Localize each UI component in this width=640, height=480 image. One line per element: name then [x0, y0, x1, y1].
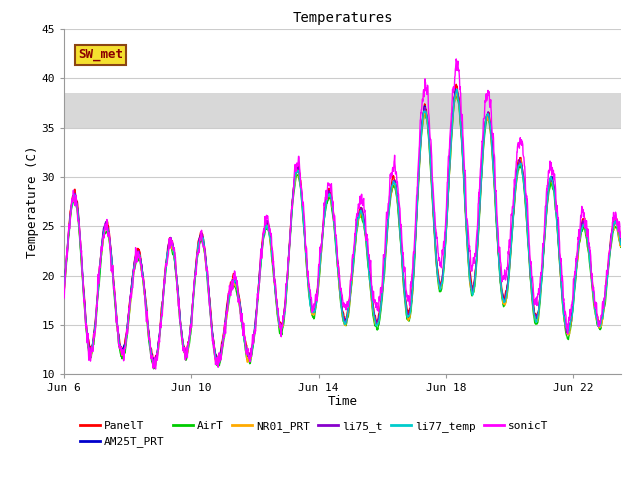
PanelT: [60, 278, 68, 284]
Title: Temperatures: Temperatures: [292, 11, 393, 25]
Text: SW_met: SW_met: [78, 48, 123, 61]
li75_t: [617, 240, 625, 245]
sonicT: [331, 220, 339, 226]
sonicT: [152, 366, 159, 372]
AM25T_PRT: [150, 360, 158, 366]
NR01_PRT: [60, 289, 68, 295]
Line: AM25T_PRT: AM25T_PRT: [64, 89, 621, 363]
AirT: [150, 366, 157, 372]
li75_t: [151, 361, 159, 367]
PanelT: [316, 252, 324, 258]
AM25T_PRT: [88, 342, 96, 348]
li75_t: [453, 86, 461, 92]
PanelT: [617, 239, 625, 244]
Bar: [64, 93, 621, 128]
AM25T_PRT: [499, 293, 507, 299]
AirT: [601, 302, 609, 308]
NR01_PRT: [499, 300, 507, 306]
NR01_PRT: [150, 363, 158, 369]
li77_temp: [60, 284, 68, 290]
NR01_PRT: [601, 298, 609, 303]
li75_t: [60, 284, 68, 289]
AirT: [452, 93, 460, 98]
Y-axis label: Temperature (C): Temperature (C): [26, 145, 38, 258]
li75_t: [88, 342, 96, 348]
AirT: [316, 263, 324, 269]
AM25T_PRT: [60, 283, 68, 289]
sonicT: [88, 348, 96, 354]
X-axis label: Time: Time: [328, 395, 357, 408]
li77_temp: [150, 360, 158, 366]
Line: li75_t: li75_t: [64, 89, 621, 364]
li75_t: [499, 295, 507, 300]
li75_t: [316, 256, 324, 262]
AirT: [602, 301, 609, 307]
NR01_PRT: [602, 294, 609, 300]
li77_temp: [88, 343, 96, 348]
NR01_PRT: [316, 262, 324, 268]
NR01_PRT: [331, 231, 339, 237]
AirT: [60, 289, 68, 295]
li77_temp: [602, 293, 609, 299]
PanelT: [88, 342, 96, 348]
NR01_PRT: [88, 347, 96, 353]
Line: NR01_PRT: NR01_PRT: [64, 92, 621, 366]
li77_temp: [601, 296, 609, 301]
PanelT: [499, 292, 507, 298]
AM25T_PRT: [316, 259, 324, 265]
li77_temp: [499, 297, 507, 302]
sonicT: [617, 230, 625, 236]
AirT: [499, 302, 507, 308]
sonicT: [452, 56, 460, 62]
li75_t: [602, 291, 609, 297]
Line: li77_temp: li77_temp: [64, 89, 621, 363]
li77_temp: [617, 242, 625, 248]
PanelT: [452, 82, 460, 87]
li77_temp: [453, 86, 461, 92]
NR01_PRT: [452, 89, 460, 95]
li75_t: [601, 294, 609, 300]
li77_temp: [316, 259, 324, 264]
sonicT: [60, 295, 68, 301]
AM25T_PRT: [602, 292, 609, 298]
sonicT: [602, 282, 609, 288]
AM25T_PRT: [452, 86, 460, 92]
Line: sonicT: sonicT: [64, 59, 621, 369]
Line: AirT: AirT: [64, 96, 621, 369]
Line: PanelT: PanelT: [64, 84, 621, 361]
AM25T_PRT: [601, 293, 609, 299]
NR01_PRT: [617, 243, 625, 249]
PanelT: [602, 292, 609, 298]
sonicT: [499, 274, 507, 279]
AirT: [617, 244, 625, 250]
PanelT: [331, 228, 339, 234]
PanelT: [601, 292, 609, 298]
PanelT: [150, 359, 158, 364]
AM25T_PRT: [331, 231, 339, 237]
Legend: PanelT, AM25T_PRT, AirT, NR01_PRT, li75_t, li77_temp, sonicT: PanelT, AM25T_PRT, AirT, NR01_PRT, li75_…: [75, 417, 553, 452]
sonicT: [601, 291, 609, 297]
sonicT: [316, 248, 324, 253]
AM25T_PRT: [617, 237, 625, 243]
li75_t: [331, 228, 339, 233]
AirT: [88, 346, 96, 352]
li77_temp: [331, 231, 339, 237]
AirT: [331, 237, 339, 243]
